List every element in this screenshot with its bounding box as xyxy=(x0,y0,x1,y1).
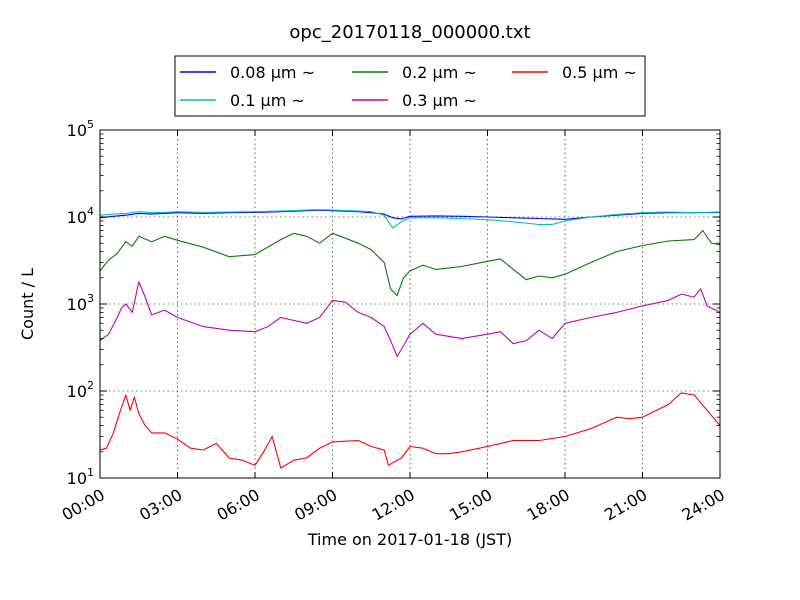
series-line-2 xyxy=(99,208,721,229)
legend-label-3: 0.2 μm ~ xyxy=(402,63,477,82)
legend-label-1: 0.08 μm ~ xyxy=(230,63,315,82)
y-tick-label: 105 xyxy=(67,118,94,140)
series-line-5 xyxy=(99,392,721,469)
y-tick-label: 104 xyxy=(67,205,94,227)
x-tick-label: 06:00 xyxy=(214,485,263,525)
x-tick-label: 18:00 xyxy=(524,485,573,525)
y-tick-label: 103 xyxy=(67,292,94,314)
series-line-3 xyxy=(99,229,721,297)
y-tick-label: 101 xyxy=(67,466,94,488)
x-tick-label: 00:00 xyxy=(59,485,108,525)
x-axis-label: Time on 2017-01-18 (JST) xyxy=(307,530,512,549)
legend-label-2: 0.1 μm ~ xyxy=(230,91,305,110)
legend-label-4: 0.3 μm ~ xyxy=(402,91,477,110)
x-tick-label: 21:00 xyxy=(601,485,650,525)
x-tick-label: 12:00 xyxy=(369,485,418,525)
series-layer xyxy=(99,208,721,469)
chart-title: opc_20170118_000000.txt xyxy=(289,22,530,43)
y-axis-label: Count / L xyxy=(18,268,37,340)
x-tick-label: 03:00 xyxy=(136,485,185,525)
x-tick-label: 15:00 xyxy=(446,485,495,525)
x-tick-label: 09:00 xyxy=(291,485,340,525)
series-line-4 xyxy=(99,281,721,357)
plot-area xyxy=(100,130,720,478)
legend: 0.08 μm ~ 0.1 μm ~ 0.2 μm ~ 0.3 μm ~ 0.5 μm … xyxy=(174,55,646,117)
x-tick-label: 24:00 xyxy=(679,485,728,525)
legend-box xyxy=(174,55,646,117)
legend-label-5: 0.5 μm ~ xyxy=(562,63,637,82)
y-tick-label: 102 xyxy=(67,379,94,401)
